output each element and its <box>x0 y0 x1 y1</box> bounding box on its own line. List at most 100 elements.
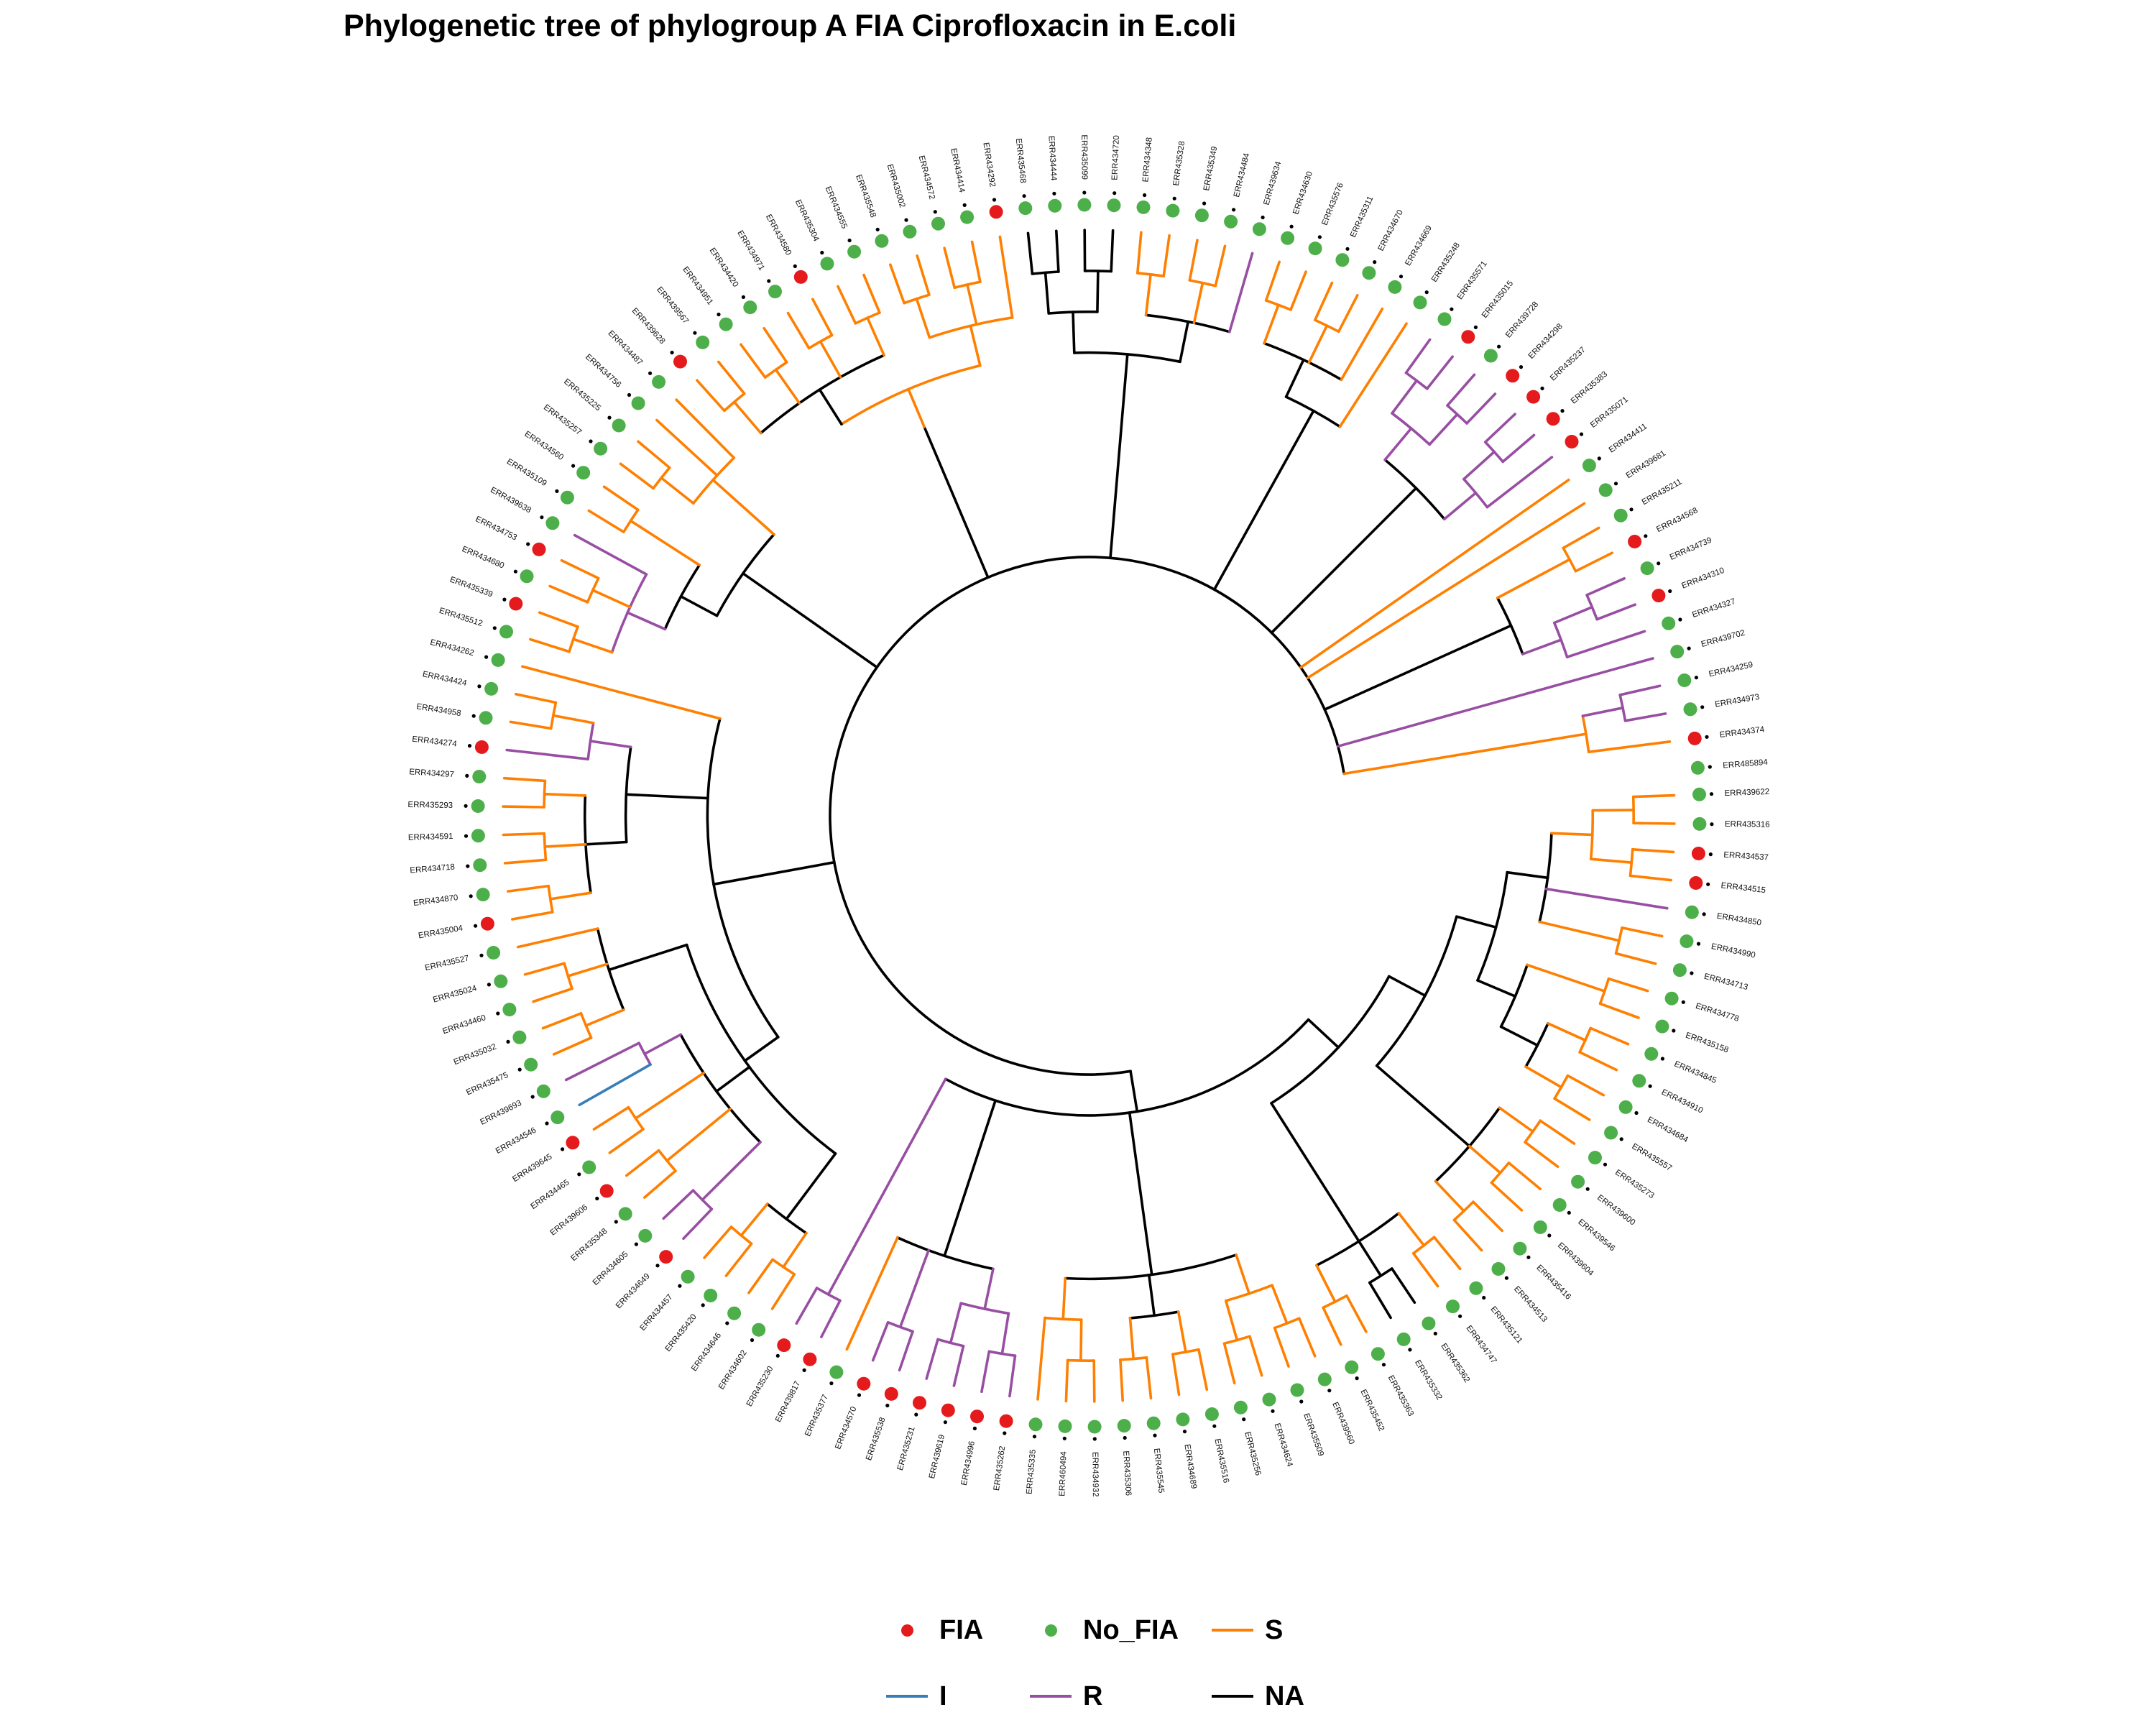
clade-arc <box>1553 1074 1570 1100</box>
tip-marker <box>577 1172 581 1177</box>
tip-label: ERR435237 <box>1549 346 1588 383</box>
tip-dot <box>1582 459 1596 473</box>
tip-dot <box>1604 1126 1618 1140</box>
tip-label: ERR434484 <box>1233 152 1251 198</box>
internal-branch <box>743 1036 780 1062</box>
tip-dot <box>820 257 834 271</box>
tip-dot <box>1662 616 1676 630</box>
tip-dot <box>989 205 1003 219</box>
tip-dot <box>491 653 505 667</box>
tip-label: ERR434568 <box>1655 506 1699 534</box>
internal-branch <box>923 426 990 579</box>
tip-marker <box>540 515 544 520</box>
tip-label: ERR434465 <box>529 1178 571 1211</box>
tip-branch <box>1614 952 1657 965</box>
internal-branch <box>1307 1018 1340 1049</box>
tip-label: ERR435335 <box>1025 1449 1037 1494</box>
tip-marker <box>479 953 484 957</box>
tip-label: ERR434951 <box>681 265 714 307</box>
tip-dot <box>1691 847 1705 860</box>
clade-arc <box>1144 313 1231 334</box>
internal-branch <box>1388 975 1427 997</box>
clade-arc <box>624 745 632 844</box>
tip-dot <box>970 1409 984 1424</box>
tip-label: ERR435158 <box>1685 1031 1730 1055</box>
tip-marker <box>1003 1431 1007 1435</box>
legend-item-na: NA <box>1207 1675 1304 1718</box>
tip-marker <box>1022 194 1026 198</box>
clade-arc <box>1462 477 1489 509</box>
tip-marker <box>467 744 472 748</box>
internal-branch <box>907 387 926 428</box>
tip-label: ERR439560 <box>1330 1401 1355 1445</box>
clade-arc <box>729 1225 753 1246</box>
clade-arc <box>685 943 837 1155</box>
tip-marker <box>1062 1436 1067 1440</box>
tip-label: ERR435121 <box>1488 1305 1524 1346</box>
tip-dot <box>1491 1262 1506 1276</box>
clade-arc <box>1284 395 1342 428</box>
tip-dot <box>1483 349 1498 363</box>
tip-branch <box>1432 1236 1462 1271</box>
legend-label-no-fia: No_FIA <box>1083 1614 1179 1645</box>
tip-label: ERR434646 <box>690 1331 723 1373</box>
internal-branch <box>1443 492 1478 520</box>
clade-arc <box>829 556 1345 1076</box>
tip-dot <box>1107 198 1121 213</box>
clade-arc <box>840 364 982 426</box>
tip-dot <box>803 1352 817 1366</box>
tip-label: ERR439606 <box>548 1203 589 1238</box>
tip-dot <box>566 1136 580 1150</box>
tip-marker <box>1678 617 1682 622</box>
tip-marker <box>517 1067 522 1072</box>
tip-branch <box>1368 1281 1392 1320</box>
legend-item-r: R <box>1026 1675 1102 1718</box>
tip-marker <box>1052 191 1056 196</box>
tip-dot <box>752 1322 766 1337</box>
tip-branch <box>980 1350 991 1394</box>
tip-branch <box>1273 1326 1290 1368</box>
tip-marker <box>1708 852 1713 857</box>
tip-branch <box>820 1299 842 1338</box>
tip-branch <box>1171 1353 1181 1397</box>
tip-branch <box>608 1128 645 1154</box>
tip-marker <box>614 1220 618 1224</box>
tip-branch <box>943 247 956 290</box>
tip-branch <box>952 1345 965 1387</box>
internal-branch <box>819 340 842 379</box>
tip-dot <box>1362 266 1376 280</box>
clade-arc <box>1270 975 1391 1105</box>
tip-marker <box>474 924 478 928</box>
tip-branch <box>578 1083 617 1107</box>
tip-label: ERR435538 <box>865 1417 888 1462</box>
internal-branch <box>732 400 763 435</box>
internal-branch <box>679 595 719 617</box>
internal-branch <box>1072 310 1076 354</box>
clade-arc <box>1476 870 1508 982</box>
tip-label: ERR434747 <box>1464 1324 1498 1365</box>
tip-label: ERR435293 <box>407 801 453 810</box>
tip-label: ERR435328 <box>1172 141 1187 187</box>
tip-branch <box>1607 977 1649 993</box>
internal-branch <box>712 860 836 886</box>
internal-branch <box>626 611 667 631</box>
tip-marker <box>1690 971 1694 975</box>
internal-branch <box>572 638 614 654</box>
tip-marker <box>992 198 997 202</box>
internal-branch <box>1342 732 1588 776</box>
internal-branch <box>1496 558 1571 599</box>
internal-branch <box>966 283 978 326</box>
internal-branch <box>566 962 609 978</box>
tip-label: ERR439645 <box>511 1152 553 1184</box>
tip-branch <box>1472 1200 1503 1233</box>
tip-branch <box>795 1287 819 1325</box>
tip-marker <box>1212 1424 1217 1428</box>
tip-dot <box>1028 1417 1043 1432</box>
tip-marker <box>802 1368 806 1372</box>
tip-marker <box>1504 1276 1508 1280</box>
tip-branch <box>898 1330 914 1372</box>
legend-label-r: R <box>1083 1680 1103 1711</box>
tip-dot <box>1640 561 1654 576</box>
internal-branch <box>1000 1312 1010 1356</box>
tip-marker <box>1345 247 1350 251</box>
